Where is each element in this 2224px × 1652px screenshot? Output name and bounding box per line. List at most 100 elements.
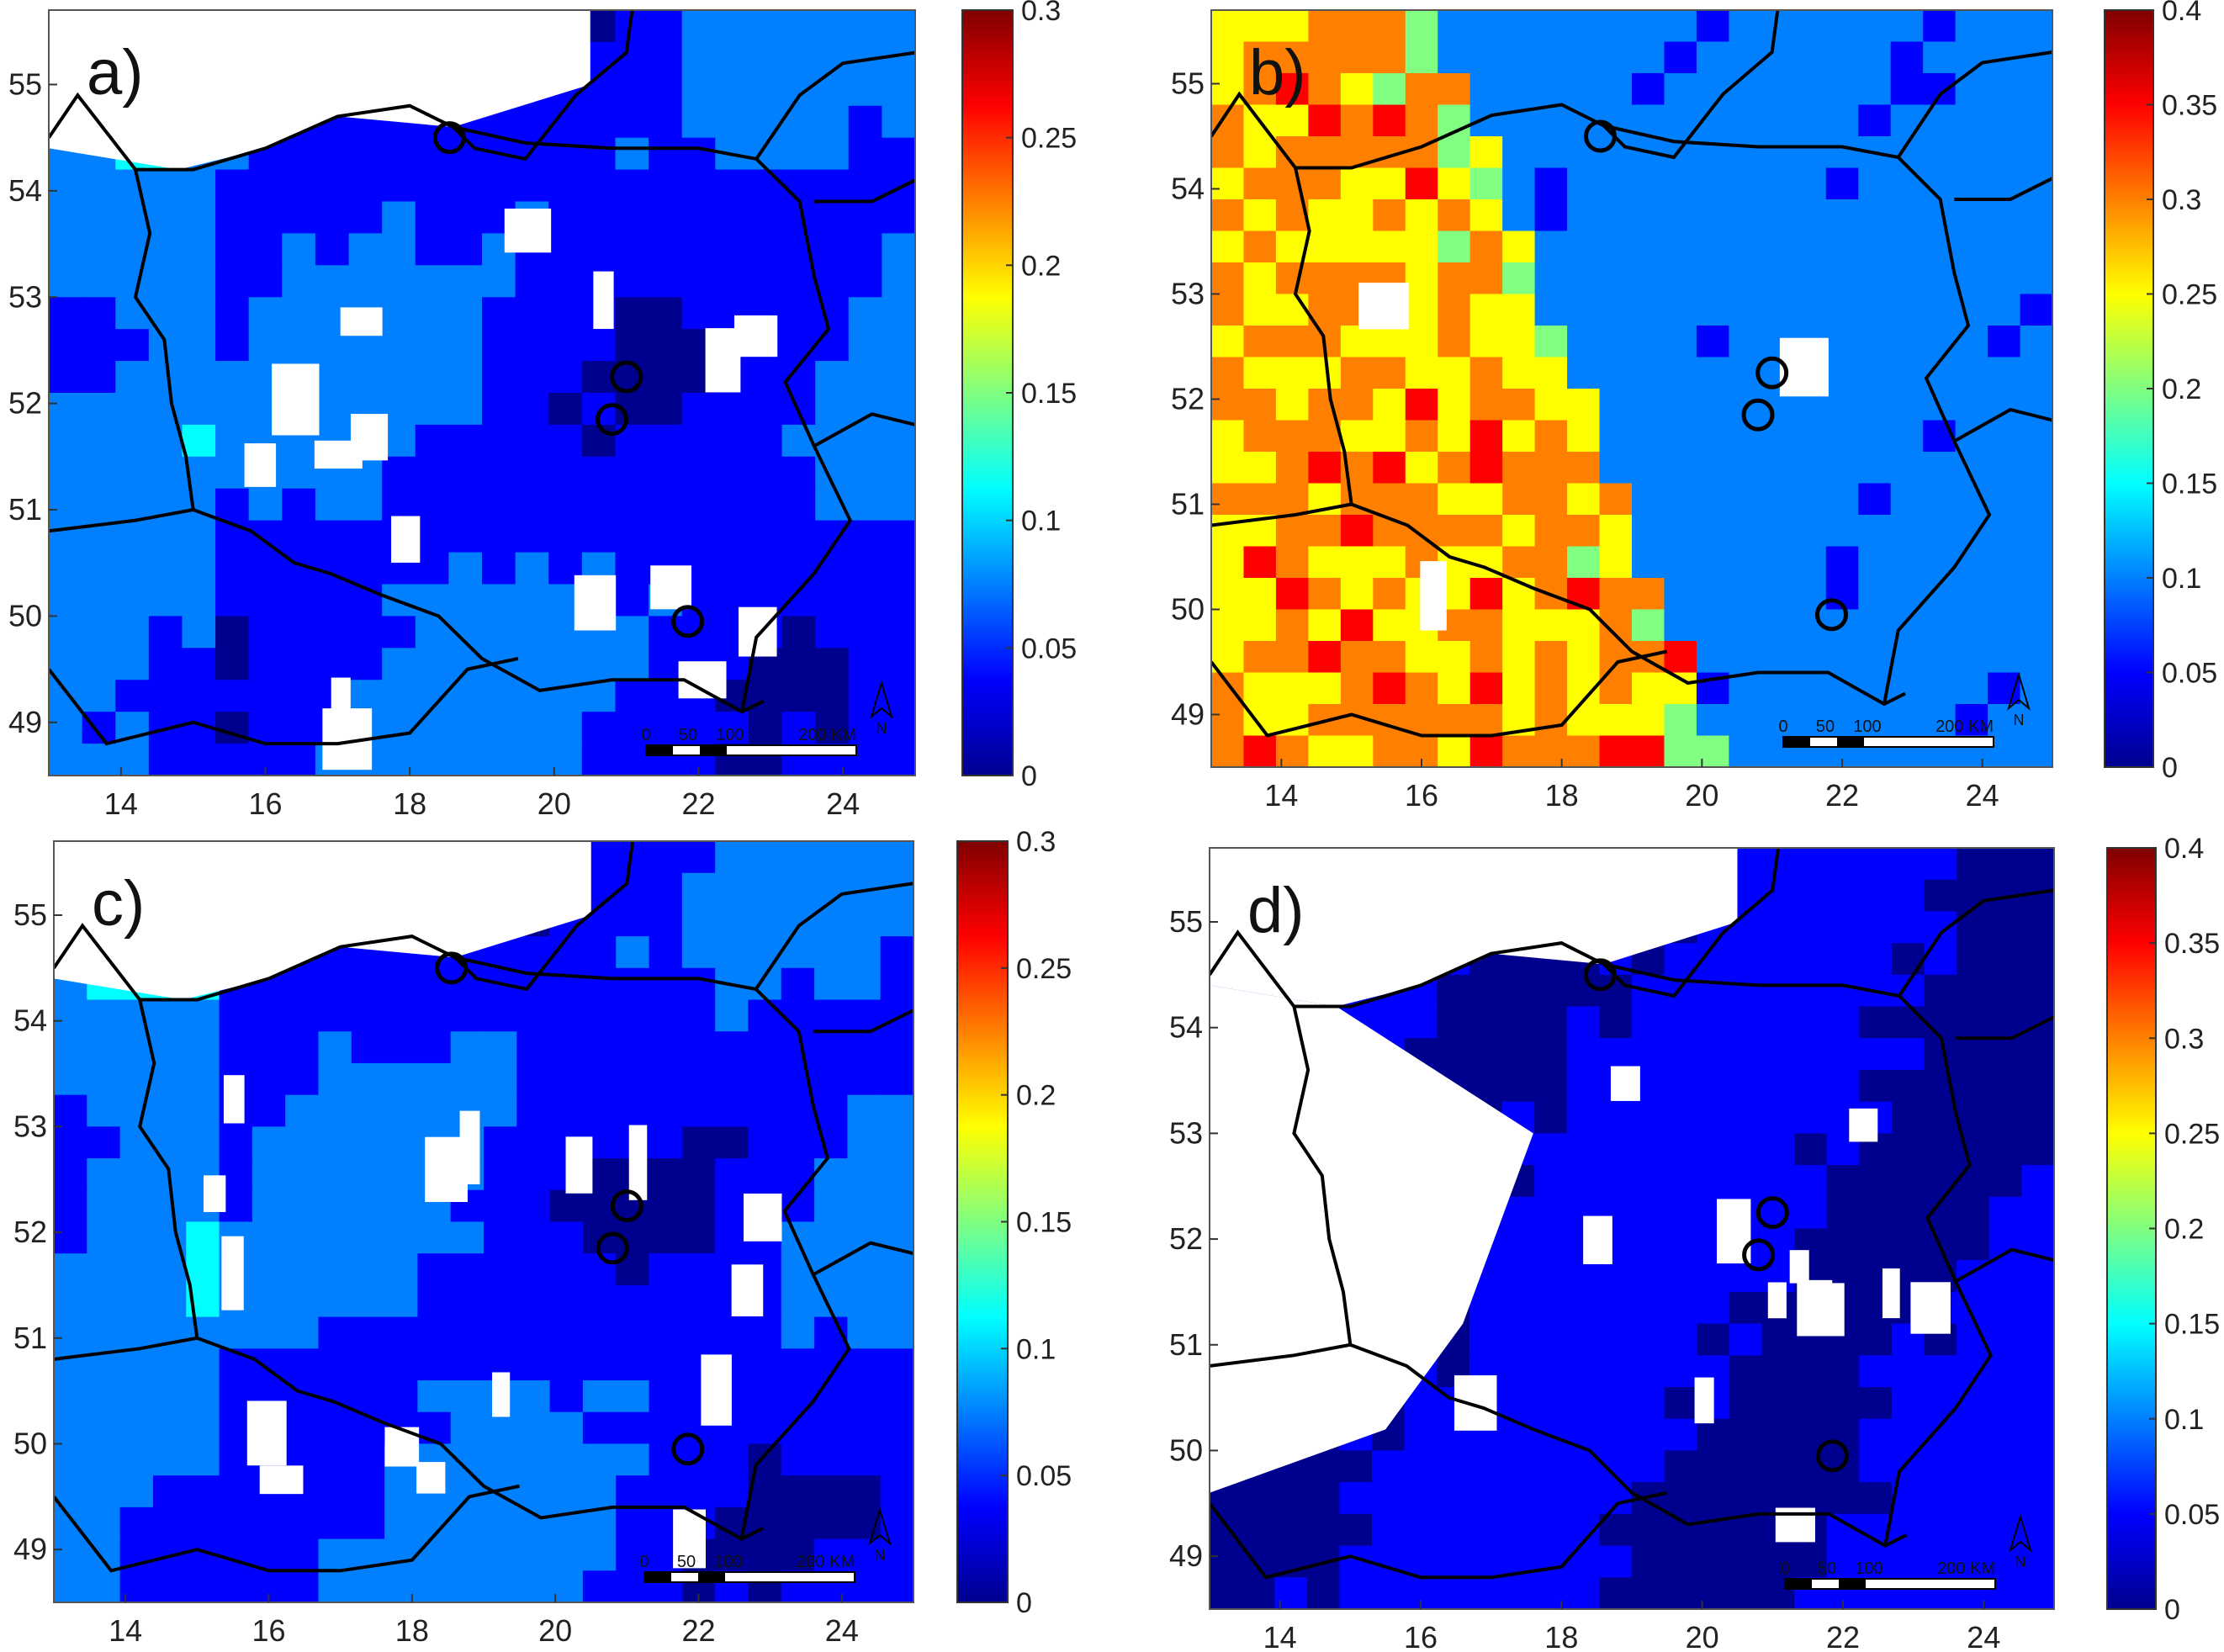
colorbar-tick-label: 0 — [2164, 1594, 2180, 1626]
colorbar-tick-label: 0.35 — [2162, 90, 2217, 122]
lat-tick-label: 54 — [8, 173, 42, 208]
station-marker — [1815, 1439, 1849, 1473]
colorbar-tick-label: 0.15 — [2162, 469, 2217, 500]
station-marker — [610, 1189, 643, 1223]
panel-c: c) 55 54 53 52 51 50 49 14 16 18 20 22 24 0 50 100 200 KM… — [13, 826, 1072, 1648]
colorbar-b: 0.4 0.35 0.3 0.25 0.2 0.15 0.1 0.05 0 — [2104, 0, 2217, 784]
lat-tick-label: 53 — [1171, 277, 1205, 311]
lon-tick-label: 18 — [1544, 1620, 1578, 1652]
colorbar-tick-label: 0.2 — [2164, 1214, 2204, 1246]
border-line — [1897, 50, 2052, 159]
lat-tick-label: 55 — [8, 66, 42, 101]
colorbar-tick-label: 0.15 — [1016, 1207, 1072, 1239]
scale-bar-label: 50 — [679, 726, 697, 744]
aod-field-a — [49, 10, 915, 776]
aod-field-c — [54, 841, 913, 1602]
border-line — [133, 169, 765, 714]
colorbar-tick-label: 0.4 — [2164, 833, 2204, 865]
lon-tick-label: 24 — [1967, 1620, 2000, 1652]
station-marker — [596, 403, 628, 437]
lat-tick-label: 51 — [1171, 487, 1205, 522]
scale-bar-label: 0 — [1778, 717, 1787, 736]
lat-tick-label: 51 — [1169, 1327, 1203, 1362]
station-marker — [1815, 598, 1848, 632]
border-line — [1954, 177, 2052, 201]
border-line — [1211, 502, 1353, 527]
lon-tick-label: 16 — [252, 1613, 285, 1648]
lon-tick-label: 24 — [825, 1613, 859, 1648]
colorbar-tick-label: 0.1 — [1016, 1333, 1056, 1365]
map-frame — [48, 9, 916, 776]
border-line — [1603, 124, 1992, 705]
scale-bar-label: 0 — [639, 1553, 649, 1571]
scale-bar-label: 0 — [641, 726, 650, 744]
lon-tick-label: 24 — [826, 786, 860, 821]
lat-tick-label: 55 — [13, 897, 47, 932]
colorbar-tick-label: 0.1 — [1021, 506, 1061, 537]
station-marker — [596, 1231, 629, 1265]
map-frame — [1209, 847, 2055, 1610]
aod-field-d — [1210, 848, 2054, 1609]
lat-tick-label: 54 — [1169, 1010, 1203, 1045]
colorbar-d: 0.4 0.35 0.3 0.25 0.2 0.15 0.1 0.05 0 — [2106, 833, 2220, 1626]
colorbar-tick-label: 0.4 — [2162, 0, 2201, 27]
station-marker — [671, 605, 705, 638]
lat-tick-label: 50 — [13, 1426, 47, 1460]
station-marker — [1755, 356, 1789, 389]
lon-tick-label: 22 — [681, 1613, 715, 1648]
colorbar-tick-label: 0.15 — [2164, 1309, 2220, 1341]
station-marker — [1755, 1196, 1789, 1230]
aod-field-b — [1211, 10, 2052, 767]
lat-tick-label: 51 — [8, 492, 42, 527]
panel-label: b) — [1249, 37, 1306, 109]
lat-tick-label: 52 — [1169, 1221, 1203, 1256]
scale-bar-label: 0 — [1780, 1559, 1789, 1578]
scale-bar-label: 200 KM — [797, 1553, 855, 1571]
colorbar-tick-label: 0.2 — [1021, 250, 1061, 282]
station-marker — [1583, 958, 1617, 992]
panel-label: c) — [92, 868, 145, 940]
border-line — [1293, 167, 1906, 707]
border-line — [453, 125, 853, 712]
lat-tick-label: 50 — [1171, 592, 1205, 627]
border-line — [1603, 962, 1993, 1546]
border-line — [1211, 649, 1668, 738]
north-label: N — [2015, 1554, 2026, 1570]
scale-bar-label: 200 KM — [798, 726, 856, 744]
border-line — [138, 999, 765, 1541]
scale-bar: 0 50 100 200 KM — [641, 726, 857, 756]
lon-tick-label: 20 — [1686, 1620, 1719, 1652]
colorbar-tick-label: 0.05 — [2164, 1499, 2220, 1531]
north-arrow-icon: N — [2007, 671, 2031, 728]
lat-tick-label: 54 — [13, 1003, 47, 1038]
border-line — [54, 1484, 520, 1573]
colorbar-c: 0.3 0.25 0.2 0.15 0.1 0.05 0 — [956, 826, 1072, 1619]
lon-tick-label: 16 — [1404, 1620, 1438, 1652]
colorbar-tick-label: 0.15 — [1021, 378, 1077, 410]
station-marker — [671, 1432, 705, 1466]
map-frame — [53, 840, 914, 1603]
scale-bar-label: 50 — [677, 1553, 696, 1571]
scale-bar: 0 50 100 200 KM — [1780, 1559, 1996, 1590]
station-marker — [1742, 1238, 1776, 1272]
lon-tick-label: 22 — [1826, 1620, 1860, 1652]
border-line — [54, 1336, 198, 1361]
colorbar-tick-label: 0.25 — [1021, 123, 1077, 155]
lat-tick-label: 53 — [1169, 1115, 1203, 1150]
border-line — [1898, 888, 2054, 998]
station-marker — [435, 951, 469, 985]
north-label: N — [2014, 712, 2025, 728]
colorbar-tick-label: 0.2 — [1016, 1080, 1056, 1112]
lat-tick-label: 53 — [13, 1109, 47, 1143]
colorbar-tick-label: 0 — [1021, 760, 1037, 792]
lon-tick-label: 14 — [1264, 778, 1298, 813]
colorbar-tick-label: 0.25 — [1016, 953, 1072, 985]
border-line — [1954, 1247, 2054, 1284]
colorbar-tick-label: 0 — [2162, 752, 2178, 784]
lon-tick-label: 18 — [1545, 778, 1579, 813]
colorbar-tick-label: 0.05 — [1016, 1460, 1072, 1492]
lon-tick-label: 22 — [681, 786, 715, 821]
colorbar-tick-label: 0.1 — [2164, 1404, 2204, 1436]
scale-bar-label: 50 — [1816, 717, 1835, 736]
station-marker — [432, 121, 466, 155]
